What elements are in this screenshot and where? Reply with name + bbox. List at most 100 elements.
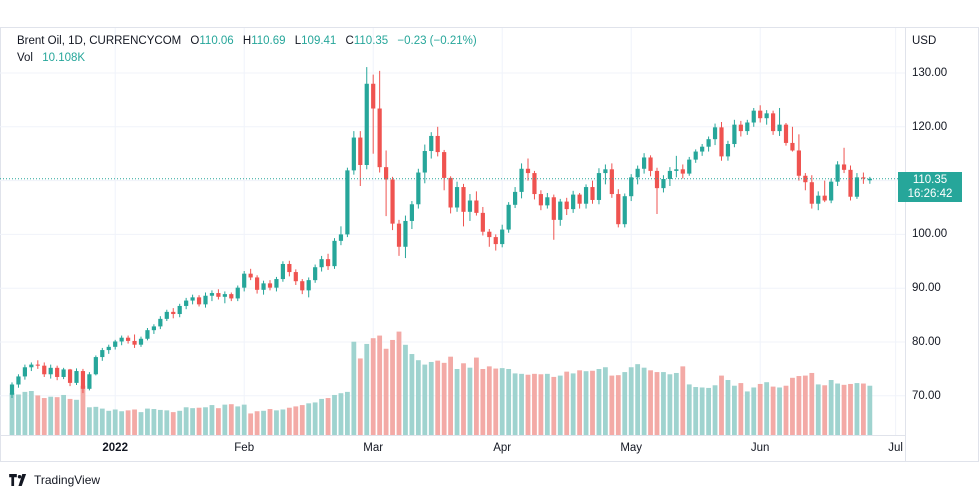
candle: [816, 191, 821, 211]
candle: [635, 165, 640, 185]
volume-bar: [615, 375, 621, 435]
volume-bar: [286, 407, 292, 435]
candle-body: [345, 170, 350, 235]
volume-bar: [693, 387, 699, 435]
candle: [48, 364, 53, 379]
candle-body: [577, 194, 582, 204]
high-value: 110.69: [251, 35, 286, 47]
candle: [22, 364, 27, 380]
candle-body: [551, 197, 556, 220]
candle: [803, 173, 808, 191]
candle: [867, 176, 872, 184]
volume-bar: [783, 385, 789, 435]
candle-body: [745, 122, 750, 132]
candle-body: [725, 144, 731, 157]
candle: [126, 335, 131, 344]
volume-bar: [525, 374, 531, 435]
volume-bar: [216, 408, 221, 435]
candle-body: [184, 300, 189, 306]
brand[interactable]: TradingView: [9, 473, 100, 487]
volume-bar: [357, 358, 363, 435]
volume-bar: [744, 391, 750, 435]
candle: [80, 368, 86, 394]
candle: [255, 275, 260, 294]
volume-label[interactable]: Vol: [17, 52, 33, 64]
candle-body: [300, 281, 305, 291]
candle: [138, 336, 144, 347]
volume-bar: [428, 361, 434, 435]
volume-bar: [764, 382, 770, 435]
candle: [371, 74, 376, 154]
currency-label[interactable]: USD: [912, 35, 937, 47]
candle: [590, 180, 595, 204]
candle-body: [67, 369, 73, 383]
candle-body: [261, 283, 266, 290]
candle-body: [132, 340, 137, 345]
candle-body: [364, 83, 369, 165]
candle-body: [280, 263, 285, 280]
candle-body: [732, 124, 737, 145]
candle: [171, 308, 176, 319]
candle: [74, 368, 79, 386]
volume-bar: [299, 405, 305, 435]
open-label: O: [190, 35, 200, 47]
candle-body: [196, 297, 202, 305]
candle-body: [409, 204, 414, 221]
candle: [480, 206, 485, 236]
candle: [525, 158, 531, 181]
volume-bar: [648, 370, 653, 435]
symbol-label[interactable]: Brent Oil, 1D, CURRENCYCOM: [17, 35, 182, 47]
price-axis-label: 120.00: [912, 120, 948, 133]
volume-bar: [338, 393, 344, 435]
candle: [384, 150, 389, 217]
candle: [719, 121, 724, 161]
candle-body: [113, 341, 118, 347]
candle: [648, 155, 653, 177]
candle-body: [151, 326, 156, 331]
candle: [429, 132, 434, 159]
volume-bar: [48, 396, 54, 435]
time-axis-label: Apr: [493, 442, 512, 454]
volume-bar: [370, 338, 376, 435]
candle-body: [680, 169, 685, 174]
candle: [235, 285, 240, 302]
volume-bar: [802, 375, 808, 435]
candle: [519, 163, 524, 199]
time-axis-label: Jul: [888, 442, 903, 454]
candle-body: [242, 273, 247, 288]
candle-body: [42, 365, 47, 375]
candle-body: [358, 137, 363, 165]
candle-body: [590, 187, 595, 200]
candle-body: [100, 350, 105, 358]
candle-body: [642, 157, 647, 169]
volume-bar: [686, 384, 692, 435]
low-label: L: [294, 35, 302, 47]
candle-body: [571, 194, 576, 210]
volume-bar: [293, 406, 299, 435]
candle: [29, 362, 34, 372]
volume-bar: [841, 384, 847, 435]
candle: [364, 67, 369, 170]
candle: [667, 167, 672, 186]
candle: [9, 382, 15, 398]
candle-body: [171, 311, 176, 315]
volume-bar: [170, 412, 176, 435]
volume-bar: [87, 407, 92, 435]
candle: [267, 280, 273, 291]
candle-body: [738, 124, 743, 132]
candle-body: [319, 259, 324, 268]
candle-body: [422, 151, 427, 173]
candle-body: [667, 170, 672, 179]
candle: [577, 192, 582, 209]
volume-bar: [280, 409, 286, 435]
candle-body: [674, 169, 679, 171]
high-label: H: [242, 35, 252, 47]
candle: [113, 339, 118, 350]
candle-body: [119, 337, 124, 342]
candle: [493, 234, 498, 251]
candle-body: [661, 178, 666, 189]
candle-body: [564, 201, 569, 210]
candle: [513, 187, 518, 209]
candle: [616, 189, 621, 228]
